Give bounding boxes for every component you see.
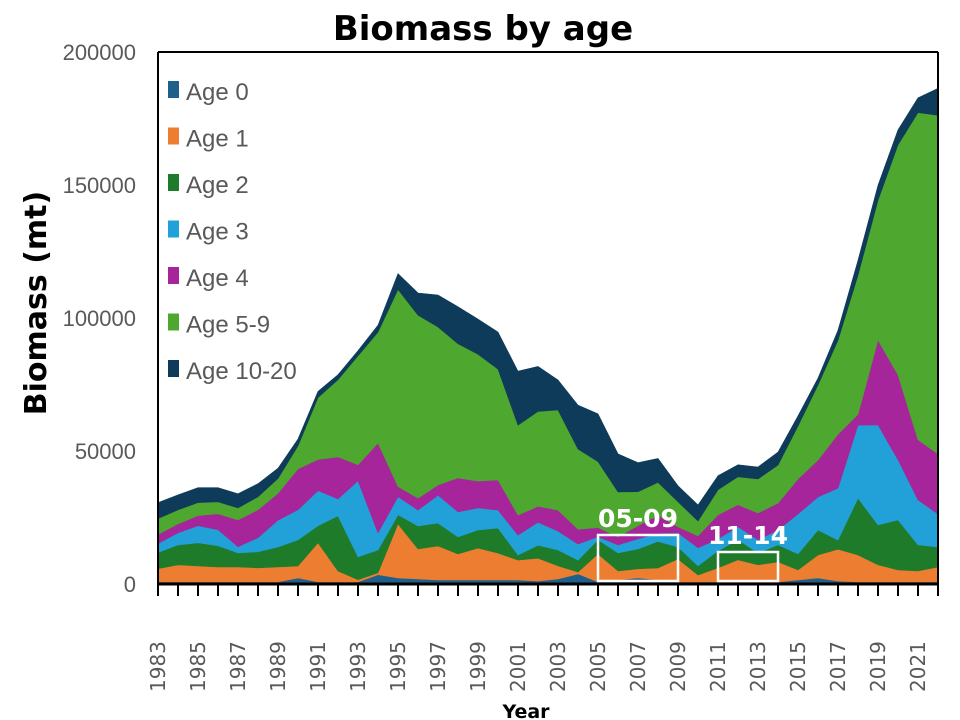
x-tick-label: 2015 [786, 641, 810, 692]
axes [157, 51, 939, 596]
x-tick-label: 1991 [306, 641, 330, 692]
x-tick-label: 2021 [906, 641, 930, 692]
x-tick-label: 1985 [186, 641, 210, 692]
annotation-label-11-14: 11-14 [708, 521, 788, 550]
x-tick-label: 1993 [346, 641, 370, 692]
legend-swatch-age-3 [168, 220, 179, 238]
x-tick-label: 1983 [146, 641, 170, 692]
y-tick-label: 0 [124, 572, 136, 597]
annotation-box-05-09 [596, 533, 680, 583]
y-tick-label: 50000 [75, 439, 136, 464]
x-tick-label: 1989 [266, 641, 290, 692]
x-tick-labels: 1983 1985 1987 1989 1991 1993 1995 1997 1999 2001… [146, 641, 930, 692]
x-tick-label: 2005 [586, 641, 610, 692]
legend-swatch-age-0 [168, 81, 179, 98]
stacked-areas [157, 87, 939, 585]
y-tick-label: 150000 [63, 173, 136, 198]
legend-label-age-5-9: Age 5-9 [186, 312, 270, 339]
x-tick-label: 1995 [386, 641, 410, 692]
x-tick-label: 2001 [506, 641, 530, 692]
legend-label-age-0: Age 0 [186, 79, 249, 106]
legend-swatch-age-2 [168, 174, 179, 191]
legend-label-age-2: Age 2 [186, 172, 249, 199]
annotation-label-05-09: 05-09 [598, 504, 678, 533]
legend-swatch-age-4 [168, 267, 179, 284]
y-tick-label: 200000 [63, 40, 136, 65]
annotation-box-11-14 [716, 550, 780, 583]
legend-swatch-age-5-9 [168, 313, 179, 331]
x-tick-label: 2009 [666, 641, 690, 692]
legend: Age 0 Age 1 Age 2 Age 3 Age 4 Age 5-9 Age 10-2… [168, 79, 297, 385]
legend-label-age-10-20: Age 10-20 [186, 358, 297, 385]
legend-label-age-4: Age 4 [186, 265, 249, 292]
y-axis-label: Biomass (mt) [19, 191, 54, 415]
x-tick-label: 2003 [546, 641, 570, 692]
x-tick-label: 2007 [626, 641, 650, 692]
x-tick-label: 1999 [466, 641, 490, 692]
chart-title: Biomass by age [333, 9, 633, 49]
x-tick-label: 2013 [746, 641, 770, 692]
x-axis-label: Year [501, 701, 550, 720]
legend-swatch-age-10-20 [168, 360, 179, 377]
legend-swatch-age-1 [168, 127, 179, 145]
x-tick-label: 2017 [826, 641, 850, 692]
annotations: 05-09 11-14 [596, 504, 788, 583]
x-tick-label: 2011 [706, 641, 730, 692]
y-tick-labels: 0 50000 100000 150000 200000 [63, 40, 136, 597]
x-tick-label: 1997 [426, 641, 450, 692]
x-tick-label: 2019 [866, 641, 890, 692]
legend-label-age-3: Age 3 [186, 219, 249, 246]
x-tick-label: 1987 [226, 641, 250, 692]
legend-label-age-1: Age 1 [186, 126, 249, 153]
y-tick-label: 100000 [63, 306, 136, 331]
